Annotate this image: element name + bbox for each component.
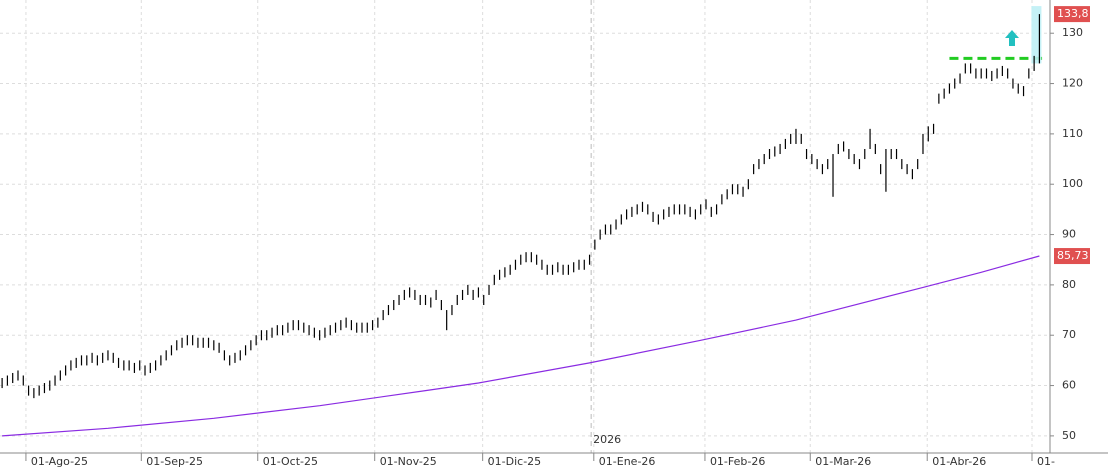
last-price-label-box	[1054, 6, 1090, 23]
y-tick-label: 110	[1062, 127, 1083, 140]
x-tick-label: 01-Ago-25	[31, 455, 88, 468]
last-price-label: 133,8	[1057, 7, 1089, 20]
x-tick-label: 01-Oct-25	[263, 455, 318, 468]
x-tick-label: 01-Nov-25	[380, 455, 437, 468]
moving-average-line	[2, 255, 1040, 437]
y-tick-label: 130	[1062, 26, 1083, 39]
ma-last-label-box	[1054, 248, 1090, 265]
y-tick-label: 60	[1062, 379, 1076, 392]
y-tick-label: 90	[1062, 228, 1076, 241]
y-tick-label: 120	[1062, 77, 1083, 90]
breakout-highlight	[1031, 6, 1042, 64]
marks	[1, 6, 1043, 437]
ma-last-label: 85,73	[1057, 249, 1089, 262]
y-tick-label: 70	[1062, 328, 1076, 341]
x-tick-label: 01-Sep-25	[146, 455, 203, 468]
y-tick-label: 80	[1062, 278, 1076, 291]
y-tick-label: 50	[1062, 429, 1076, 442]
y-tick-label: 100	[1062, 177, 1083, 190]
x-tick-label: 01-Mar-26	[815, 455, 871, 468]
x-tick-label: 01-	[1037, 455, 1055, 468]
x-tick-label: 01-Abr-26	[932, 455, 986, 468]
x-tick-label: 01-Feb-26	[710, 455, 765, 468]
x-tick-label: 01-Dic-25	[488, 455, 542, 468]
year-label: 2026	[593, 433, 621, 446]
grid	[0, 0, 1050, 453]
x-tick-label: 01-Ene-26	[599, 455, 656, 468]
breakout-arrow	[1005, 30, 1019, 46]
